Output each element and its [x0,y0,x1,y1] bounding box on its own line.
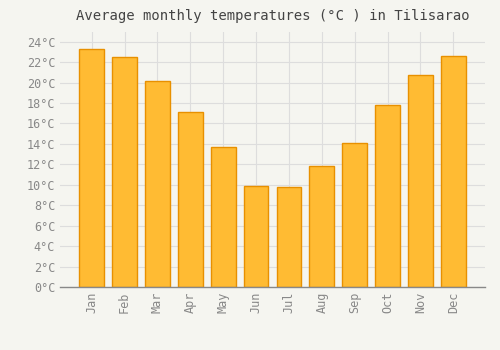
Bar [112,57,137,287]
Bar [80,49,104,287]
Bar [441,56,466,287]
Bar [145,80,170,287]
Bar [211,147,236,287]
Bar [244,186,268,287]
Bar [376,105,400,287]
Bar [178,112,203,287]
Bar [310,166,334,287]
Bar [408,76,433,287]
Bar [342,143,367,287]
Bar [276,187,301,287]
Title: Average monthly temperatures (°C ) in Tilisarao: Average monthly temperatures (°C ) in Ti… [76,9,469,23]
